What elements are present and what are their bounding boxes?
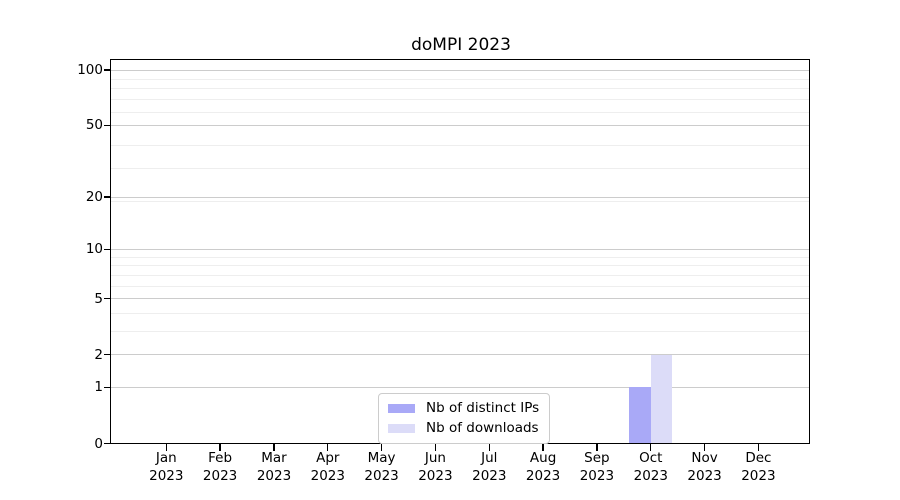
x-tick-label-line: Oct (639, 450, 663, 466)
y-tick-1 (103, 386, 111, 389)
x-tick-label-aug-2023: Aug 2023 (503, 449, 583, 485)
y-tick-20 (103, 196, 111, 198)
y-gridline-50 (111, 124, 810, 126)
y-tick-10 (103, 248, 111, 251)
y-gridline-10 (111, 248, 810, 250)
x-tick-label-line: 2023 (579, 468, 615, 484)
x-tick-dec-2023 (757, 444, 760, 452)
x-tick-label-dec-2023: Dec 2023 (718, 449, 798, 485)
x-tick-label-line: Jul (481, 450, 498, 466)
bar-nb-of-downloads-oct-2023 (650, 354, 673, 444)
y-gridline-minor-4 (111, 312, 810, 314)
x-tick-label-line: Jan (155, 450, 177, 466)
x-tick-label-line: 2023 (202, 468, 238, 484)
x-tick-jun-2023 (434, 444, 437, 452)
x-tick-mar-2023 (273, 444, 275, 452)
x-tick-label-line: 2023 (418, 468, 453, 484)
y-gridline-minor-19 (111, 200, 810, 202)
x-tick-label-line: Mar (261, 450, 287, 466)
x-tick-label-jan-2023: Jan 2023 (126, 449, 206, 485)
y-tick-label-10: 10 (85, 241, 103, 258)
y-gridline-5 (111, 298, 810, 299)
x-tick-jan-2023 (165, 444, 167, 452)
x-tick-feb-2023 (219, 444, 221, 452)
y-gridline-100 (111, 69, 810, 71)
y-tick-5 (103, 297, 111, 300)
y-gridline-20 (111, 196, 810, 198)
x-tick-label-line: 2023 (633, 468, 668, 484)
y-tick-100 (103, 69, 111, 71)
y-gridline-minor-69 (111, 99, 810, 101)
x-tick-label-line: Feb (208, 450, 233, 466)
x-tick-label-sep-2023: Sep 2023 (557, 449, 637, 485)
x-tick-label-oct-2023: Oct 2023 (611, 449, 691, 485)
x-tick-label-line: Jun (424, 450, 446, 466)
x-tick-label-apr-2023: Apr 2023 (288, 449, 368, 485)
x-tick-label-may-2023: May 2023 (342, 449, 422, 485)
y-tick-label-5: 5 (94, 290, 103, 307)
legend-item-nb-of-downloads: Nb of downloads (388, 421, 539, 436)
x-tick-label-line: Nov (691, 450, 718, 466)
x-tick-label-line: Dec (745, 450, 772, 466)
y-gridline-minor-3 (111, 330, 810, 332)
x-tick-label-jul-2023: Jul 2023 (449, 449, 529, 485)
x-tick-may-2023 (380, 444, 383, 452)
x-tick-label-line: Apr (316, 450, 340, 466)
legend-label: Nb of distinct IPs (426, 400, 540, 416)
y-gridline-minor-7 (111, 274, 810, 276)
y-gridline-minor-8 (111, 265, 810, 267)
x-tick-nov-2023 (703, 444, 706, 452)
y-tick-label-0: 0 (94, 435, 103, 452)
y-gridline-1 (111, 386, 810, 388)
y-gridline-minor-89 (111, 78, 810, 80)
x-tick-label-line: 2023 (364, 468, 399, 484)
x-tick-oct-2023 (650, 444, 652, 452)
x-tick-label-line: Aug (529, 450, 557, 466)
x-tick-label-line: 2023 (741, 468, 776, 484)
y-tick-50 (103, 124, 111, 126)
y-tick-label-2: 2 (94, 346, 103, 363)
y-gridline-minor-79 (111, 88, 810, 90)
y-tick-label-20: 20 (85, 189, 103, 206)
x-tick-jul-2023 (488, 444, 490, 452)
legend-swatch-nb-of-downloads (388, 424, 415, 433)
x-tick-label-line: 2023 (525, 468, 561, 484)
y-gridline-minor-6 (111, 285, 810, 287)
y-gridline-minor-29 (111, 167, 810, 169)
y-gridline-minor-39 (111, 144, 810, 146)
x-tick-label-nov-2023: Nov 2023 (665, 449, 745, 485)
y-gridline-minor-9 (111, 256, 810, 258)
x-tick-label-feb-2023: Feb 2023 (180, 449, 260, 485)
bar-nb-of-distinct-ips-oct-2023 (629, 387, 651, 444)
y-tick-0 (103, 442, 111, 445)
x-tick-label-jun-2023: Jun 2023 (395, 449, 475, 485)
x-tick-aug-2023 (542, 444, 544, 452)
y-gridline-minor-59 (111, 111, 810, 113)
y-tick-label-50: 50 (85, 117, 103, 134)
x-tick-label-line: 2023 (149, 468, 184, 484)
legend-swatch-nb-of-distinct-ips (388, 404, 415, 413)
x-tick-label-line: 2023 (472, 468, 507, 484)
legend-item-nb-of-distinct-ips: Nb of distinct IPs (388, 401, 539, 416)
x-tick-label-mar-2023: Mar 2023 (234, 449, 314, 485)
chart-title: doMPI 2023 (411, 35, 511, 55)
x-tick-label-line: 2023 (256, 468, 292, 484)
y-tick-2 (103, 353, 111, 356)
x-tick-label-line: Sep (584, 450, 610, 466)
x-tick-label-line: 2023 (310, 468, 345, 484)
legend-label: Nb of downloads (426, 420, 539, 436)
y-tick-label-100: 100 (77, 62, 103, 78)
x-tick-apr-2023 (327, 444, 329, 452)
y-tick-label-1: 1 (94, 379, 103, 396)
x-tick-label-line: 2023 (687, 468, 722, 484)
x-tick-label-line: May (367, 450, 396, 466)
y-gridline-2 (111, 354, 810, 356)
legend: Nb of distinct IPs Nb of downloads (378, 393, 551, 444)
x-tick-sep-2023 (596, 444, 598, 452)
